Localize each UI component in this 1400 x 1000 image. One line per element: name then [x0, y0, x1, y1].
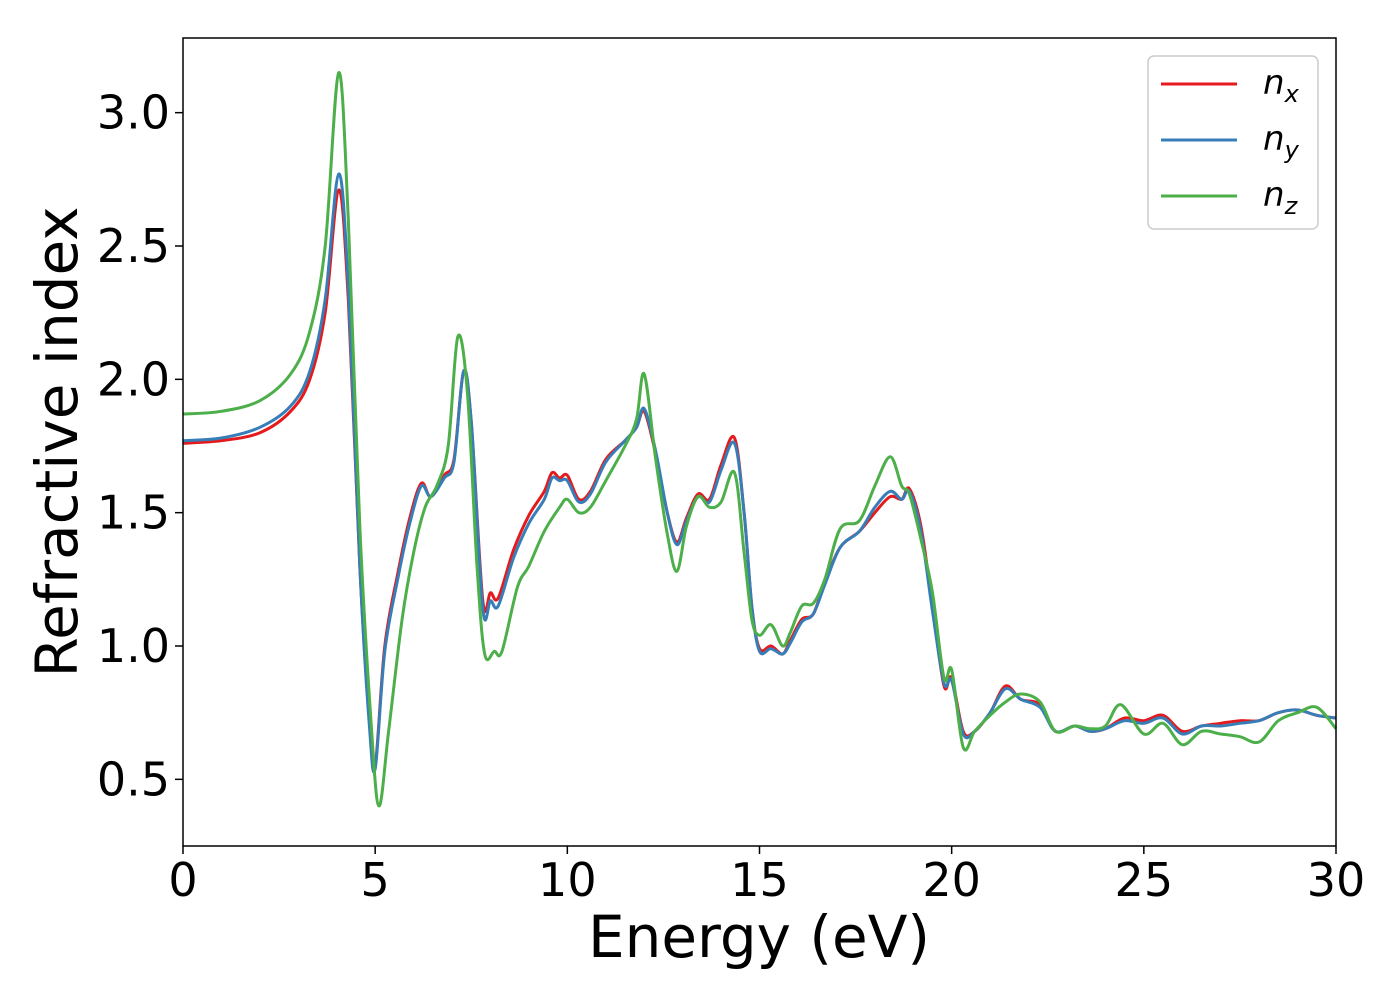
y-axis: 0.5 1.0 1.5 2.0 2.5 3.0: [97, 86, 183, 806]
y-tick-label: 0.5: [97, 752, 170, 806]
x-axis-label: Energy (eV): [588, 903, 930, 971]
x-tick-label: 0: [168, 853, 197, 907]
series-line-nz: [182, 71, 1338, 808]
x-axis: 0 5 10 15 20 25 30: [168, 846, 1365, 907]
x-tick-label: 5: [361, 853, 390, 907]
x-tick-label: 10: [538, 853, 597, 907]
y-tick-label: 2.5: [97, 219, 170, 273]
x-tick-label: 20: [922, 853, 981, 907]
y-axis-label: Refractive index: [23, 206, 91, 677]
x-tick-label: 15: [730, 853, 789, 907]
series-line-ny: [182, 172, 1337, 774]
series-layer: [182, 71, 1338, 808]
x-tick-label: 25: [1115, 853, 1174, 907]
legend-box: [1147, 55, 1319, 230]
y-tick-label: 2.0: [97, 352, 170, 406]
y-tick-label: 1.5: [97, 486, 170, 540]
x-tick-label: 30: [1307, 853, 1366, 907]
y-tick-label: 1.0: [97, 619, 170, 673]
y-tick-label: 3.0: [97, 86, 170, 140]
